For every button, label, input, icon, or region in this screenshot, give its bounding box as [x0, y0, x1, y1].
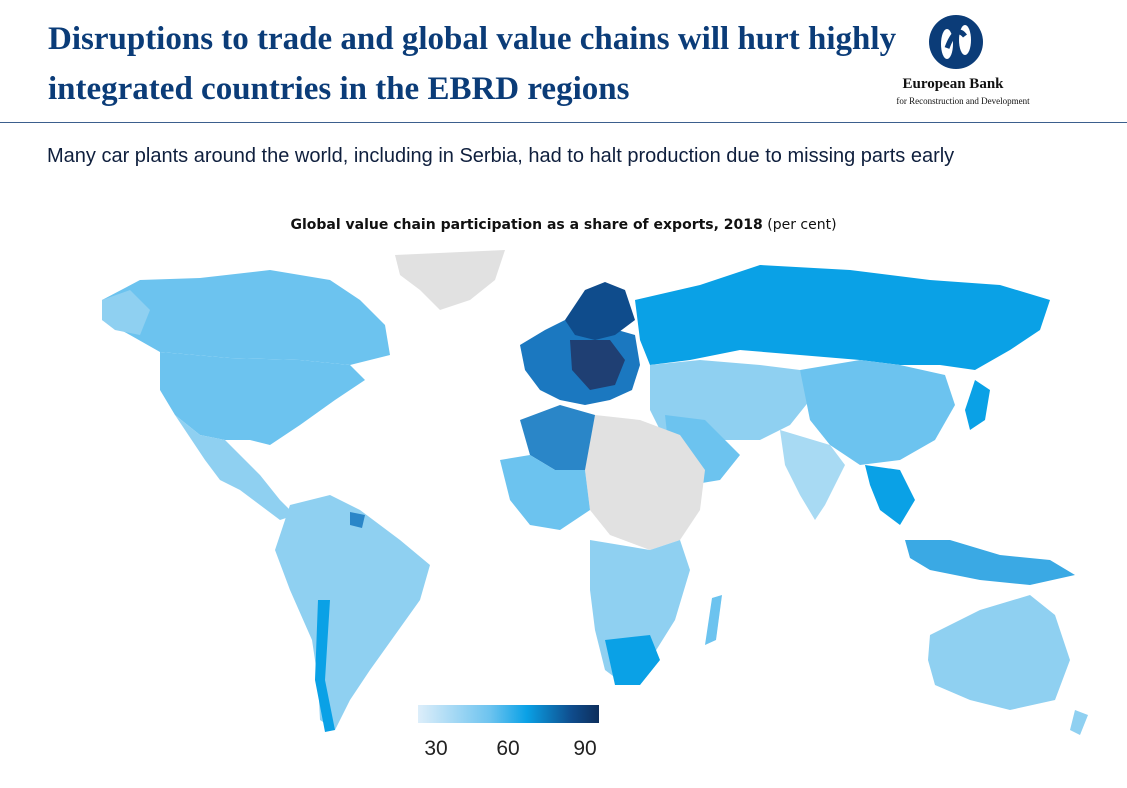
legend-color-scale — [418, 705, 599, 723]
legend-tick-min: 30 — [424, 737, 448, 760]
region-japan — [965, 380, 990, 430]
region-scandinavia — [565, 282, 635, 340]
region-canada — [102, 270, 390, 365]
world-map — [102, 250, 1088, 735]
region-mexico-central-america — [175, 415, 295, 520]
region-central-europe — [570, 340, 625, 390]
region-north-africa — [520, 405, 600, 470]
region-guyana — [350, 512, 365, 528]
map-title: Global value chain participation as a sh… — [0, 217, 1127, 233]
map-title-unit: (per cent) — [767, 217, 837, 233]
region-south-africa — [605, 635, 660, 685]
region-southeast-asia — [865, 465, 915, 525]
legend-tick-max: 90 — [573, 737, 597, 760]
region-china — [800, 360, 955, 465]
region-alaska — [102, 290, 150, 335]
region-africa-no-data — [585, 415, 705, 550]
region-new-zealand — [1070, 710, 1088, 735]
logo-name: European Bank — [902, 76, 1004, 92]
slide-subtitle: Many car plants around the world, includ… — [47, 145, 955, 167]
ebrd-logo: European Bank for Reconstruction and Dev… — [868, 14, 1058, 114]
region-west-africa — [500, 455, 590, 530]
region-greenland — [395, 250, 505, 310]
legend-tick-mid: 60 — [496, 737, 520, 760]
header-divider — [0, 122, 1127, 123]
region-chile — [315, 600, 335, 732]
region-russia — [635, 265, 1050, 370]
region-indonesia — [905, 540, 1075, 585]
region-india — [780, 430, 845, 520]
ebrd-emblem-icon — [929, 15, 983, 69]
map-title-main: Global value chain participation as a sh… — [290, 217, 763, 233]
logo-subline: for Reconstruction and Development — [896, 96, 1030, 106]
region-usa — [160, 352, 365, 445]
region-australia — [928, 595, 1070, 710]
slide-title: Disruptions to trade and global value ch… — [48, 21, 897, 107]
region-south-america — [275, 495, 430, 730]
region-madagascar — [705, 595, 722, 645]
